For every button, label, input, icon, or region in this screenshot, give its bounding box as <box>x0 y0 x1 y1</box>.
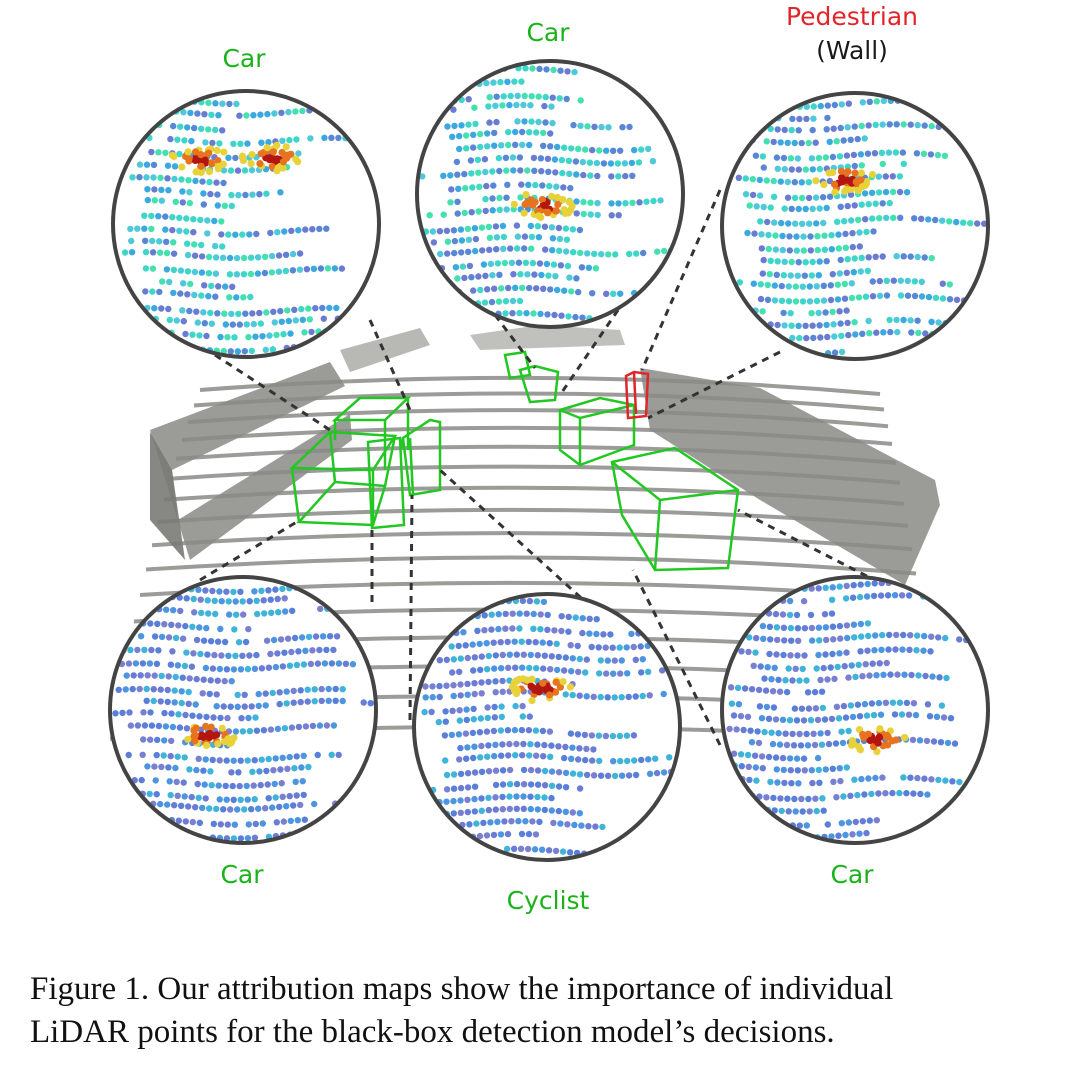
label-top-right-wall: (Wall) <box>816 36 888 65</box>
caption-line-2: LiDAR points for the black-box detection… <box>30 1014 835 1050</box>
label-top-center-car: Car <box>526 18 570 47</box>
label-bottom-center-cyclist: Cyclist <box>506 886 590 915</box>
detection-boxes <box>288 350 740 572</box>
left-wall-points <box>150 362 352 560</box>
zoom-circle-top-right <box>720 91 990 361</box>
caption-line-1: Figure 1. Our attribution maps show the … <box>30 971 894 1007</box>
zoom-circle-top-center <box>415 59 685 329</box>
figure: Car Car Pedestrian (Wall) Car Cyclist Ca… <box>108 2 990 915</box>
zoom-circle-bottom-left <box>108 575 378 845</box>
car-box-far-2 <box>503 350 532 380</box>
car-box-4 <box>558 396 636 467</box>
car-box-far-1 <box>518 364 560 404</box>
figure-caption: Figure 1. Our attribution maps show the … <box>30 968 1070 1054</box>
false-positive-box <box>624 370 650 420</box>
car-box-1 <box>288 430 398 527</box>
label-bottom-right-car: Car <box>830 860 874 889</box>
zoom-connectors <box>199 189 891 746</box>
far-structures <box>340 325 625 372</box>
car-box-5 <box>610 446 740 572</box>
car-box-2 <box>331 396 412 470</box>
label-top-right-pedestrian: Pedestrian <box>785 2 919 31</box>
zoom-circle-bottom-right <box>720 575 990 845</box>
right-wall-points <box>640 368 940 585</box>
cyclist-box <box>401 418 442 497</box>
zoom-circle-bottom-center <box>412 592 682 862</box>
zoom-circle-top-left <box>111 89 381 359</box>
label-top-left-car: Car <box>222 44 266 73</box>
lidar-scene <box>108 59 990 862</box>
label-bottom-left-car: Car <box>220 860 264 889</box>
